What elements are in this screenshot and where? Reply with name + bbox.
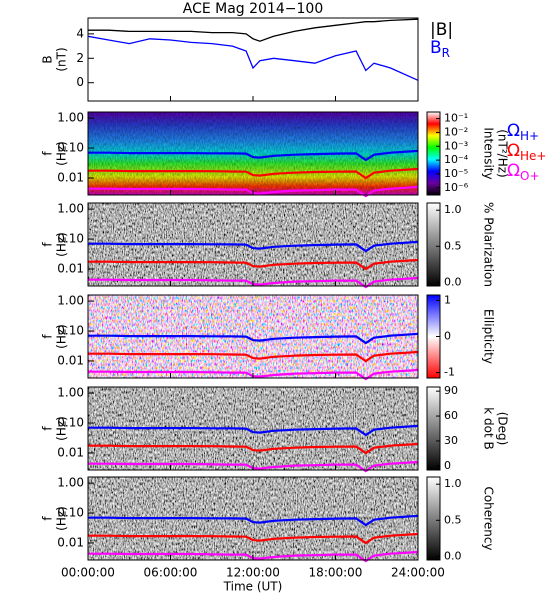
colorbar-tick-label: 0.0 [444,549,462,562]
y-axis-label: (Hz) [55,324,69,349]
colorbar [426,202,441,287]
plot-frame [87,17,419,102]
y-tick-label: 1.00 [57,202,84,216]
legend-subscript: O+ [520,169,540,183]
colorbar-label: Intensity [482,127,496,179]
legend-entry: ΩO+ [507,161,540,183]
colorbar-tick-label: 1.0 [444,203,462,216]
colorbar-tick-label: 0.5 [444,239,462,252]
y-tick-label: 1.00 [57,476,84,490]
legend-subscript: H+ [520,129,539,143]
data-line [88,424,419,437]
y-axis-label: (Hz) [55,506,69,531]
legend-name: |B| [430,20,453,40]
colorbar-tick-label: 10⁻⁴ [444,153,469,166]
x-tick-label: 24:00:00 [391,566,445,580]
data-line [88,149,419,162]
y-tick-label: 0.01 [57,445,84,459]
colorbar-tick-label: 0 [444,459,451,472]
colorbar-label: Ellipticity [482,309,496,364]
chart-title: ACE Mag 2014−100 [183,1,323,17]
y-tick-label: 0 [76,75,84,89]
legend-entry: ΩHe+ [507,141,546,163]
y-tick-label: 0.10 [57,506,84,520]
colorbar-tick-label: 10⁻⁶ [444,181,469,194]
y-tick-label: 0.10 [57,232,84,246]
colorbar-tick-label: 90 [444,384,458,397]
y-tick-label: 4 [76,26,84,40]
legend-name: B [430,38,442,58]
legend-entry: ΩH+ [507,121,539,143]
data-line [88,167,419,180]
colorbar-tick-label: 1 [444,293,451,306]
y-axis-label: f [41,334,55,339]
data-line [88,442,419,455]
colorbar-tick-label: 0 [444,330,451,343]
colorbar-tick-label: 0.0 [444,275,462,288]
colorbar-label: (nT²/Hz) [496,129,510,177]
y-axis-label: f [41,426,55,431]
y-axis-label: (nT) [55,47,69,71]
legend-name: Ω [507,121,520,141]
y-tick-label: 1.00 [57,294,84,308]
colorbar-tick-label: 1.0 [444,477,462,490]
y-tick-label: 0.01 [57,261,84,275]
data-line [88,350,419,363]
legend-entry: |B| [430,20,453,40]
y-tick-label: 2 [76,51,84,65]
colorbar-label: (Deg) [496,412,510,446]
colorbar-tick-label: 10⁻² [444,125,468,138]
y-axis-label: f [41,516,55,521]
legend-subscript: R [442,46,450,60]
colorbar-tick-label: 10⁻¹ [444,112,468,125]
y-tick-label: 0.01 [57,353,84,367]
data-line [88,332,419,345]
colorbar [426,111,441,196]
data-line [88,514,419,527]
y-tick-label: 0.01 [57,170,84,184]
colorbar-label: Coherency [482,486,496,550]
legend-subscript: He+ [520,149,546,163]
y-axis-label: f [41,151,55,156]
data-line [87,35,419,81]
x-axis-label: Time (UT) [223,580,283,594]
colorbar-label: k dot B [482,407,496,449]
colorbar-tick-label: 0.5 [444,513,462,526]
colorbar [426,386,441,471]
legend-name: Ω [507,141,520,161]
y-tick-label: 0.10 [57,324,84,338]
colorbar-tick-label: -1 [444,366,455,379]
y-tick-label: 0.01 [57,535,84,549]
y-tick-label: 0.10 [57,141,84,155]
x-tick-label: 12:00:00 [226,566,280,580]
y-axis-label: (Hz) [55,416,69,441]
colorbar-tick-label: 30 [444,434,458,447]
y-tick-label: 0.10 [57,416,84,430]
y-axis-label: B [41,55,55,63]
colorbar-tick-label: 10⁻³ [444,139,468,152]
y-tick-label: 1.00 [57,111,84,125]
colorbar-tick-label: 60 [444,409,458,422]
colorbar-label: % Polarization [482,202,496,287]
data-line [88,532,419,545]
y-axis-label: f [41,242,55,247]
colorbar [426,476,441,561]
data-line [88,240,419,253]
x-tick-label: 06:00:00 [144,566,198,580]
data-line [88,18,419,42]
data-line [88,258,419,271]
y-axis-label: (Hz) [55,141,69,166]
y-axis-label: (Hz) [55,232,69,257]
legend-name: Ω [507,161,520,181]
x-tick-label: 00:00:00 [61,566,115,580]
x-tick-label: 18:00:00 [309,566,363,580]
legend-entry: BR [430,38,450,60]
y-tick-label: 1.00 [57,386,84,400]
colorbar-tick-label: 10⁻⁵ [444,167,468,180]
